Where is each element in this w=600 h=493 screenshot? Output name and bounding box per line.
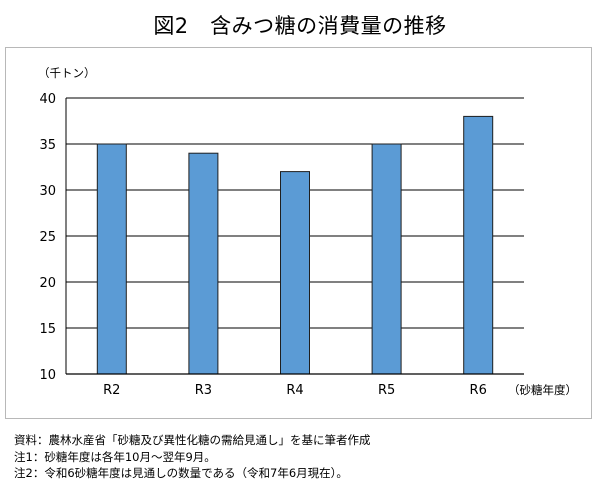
chart-frame: [5, 47, 592, 419]
y-tick-label: 20: [39, 276, 56, 291]
y-tick-label: 10: [39, 368, 56, 383]
tick-labels: 10 15 20 25 30 35 40 R2 R3 R4 R5 R6: [39, 92, 486, 398]
source-notes: 資料：農林水産省「砂糖及び異性化糖の需給見通し」を基に筆者作成 注1：砂糖年度は…: [14, 432, 371, 482]
bar-r3: [188, 152, 219, 375]
bars: [96, 115, 494, 375]
bar-r4: [280, 171, 310, 375]
y-axis-unit-label: （千トン）: [38, 66, 96, 80]
bar-r6: [463, 115, 494, 375]
note-1: 注1：砂糖年度は各年10月～翌年9月。: [14, 449, 216, 464]
chart-title: 図2 含みつ糖の消費量の推移: [153, 14, 447, 38]
note-2: 注2：令和6砂糖年度は見通しの数量である（令和7年6月現在）。: [14, 466, 348, 480]
y-tick-label: 35: [39, 138, 56, 153]
y-tick-label: 40: [39, 92, 56, 107]
y-tick-label: 25: [39, 230, 56, 245]
x-tick-label: R5: [378, 383, 395, 398]
bar-r2: [96, 143, 127, 375]
x-tick-label: R2: [103, 383, 120, 398]
source-note: 資料：農林水産省「砂糖及び異性化糖の需給見通し」を基に筆者作成: [14, 433, 371, 447]
x-tick-label: R6: [470, 383, 487, 398]
axes: [65, 98, 524, 375]
y-tick-label: 30: [39, 184, 56, 199]
bar-r5: [371, 143, 402, 375]
gridlines: [66, 97, 524, 329]
y-tick-label: 15: [39, 322, 56, 337]
x-axis-unit-label: （砂糖年度）: [508, 383, 577, 397]
x-tick-label: R3: [195, 383, 212, 398]
x-tick-label: R4: [286, 383, 303, 398]
